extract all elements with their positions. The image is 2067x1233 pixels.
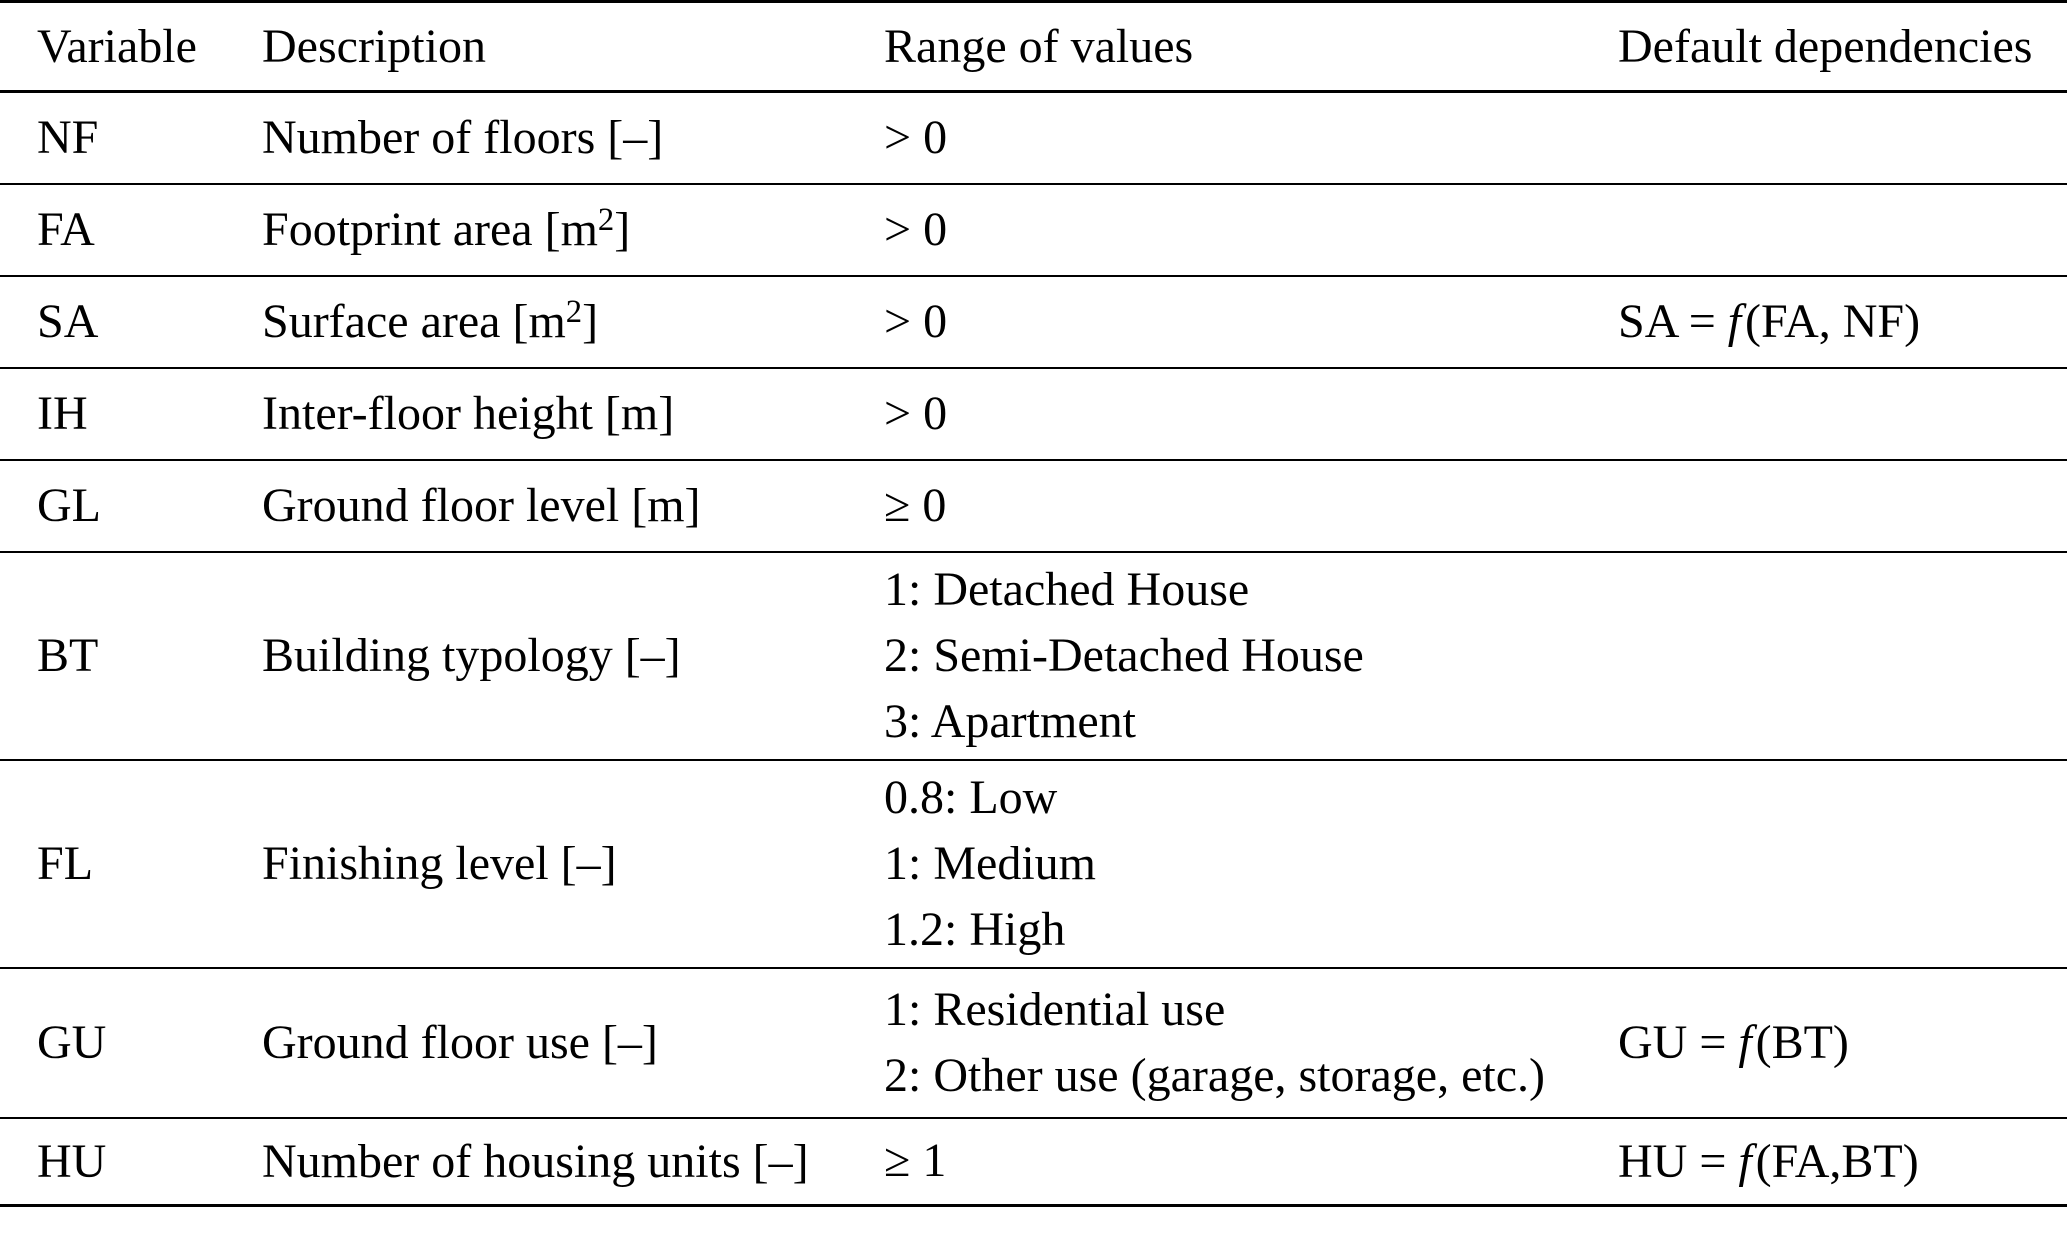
table-row: GU Ground floor use [–] 1: Residential use… — [0, 968, 2067, 1118]
dependency-cell — [1618, 552, 2067, 760]
range-cell: > 0 — [884, 368, 1618, 460]
description-cell: Finishing level [–] — [262, 837, 617, 890]
variable-cell: FL — [37, 837, 94, 890]
table-row: IH Inter-floor height [m] > 0 — [0, 368, 2067, 460]
range-cell: ≥ 1 — [884, 1118, 1618, 1206]
range-cell: > 0 — [884, 276, 1618, 368]
range-cell: > 0 — [884, 92, 1618, 184]
table-row: SA Surface area [m2] > 0 SA = f(FA, NF) — [0, 276, 2067, 368]
range-value-line: 0.8: Low — [884, 770, 1058, 824]
description-cell: Number of housing units [–] — [262, 1134, 809, 1188]
range-value-line: 1: Detached House — [884, 562, 1250, 616]
range-value-line: > 0 — [884, 294, 948, 348]
table-row: NF Number of floors [–] > 0 — [0, 92, 2067, 184]
dependency-cell — [1618, 760, 2067, 968]
range-value-line: > 0 — [884, 110, 948, 164]
dependency-cell: HU = f(FA,BT) — [1618, 1134, 1919, 1188]
range-value-line: 3: Apartment — [884, 694, 1136, 748]
range-cell: ≥ 0 — [884, 460, 1618, 552]
table-row: HU Number of housing units [–] ≥ 1 HU = f(F… — [0, 1118, 2067, 1206]
range-value-line: > 0 — [884, 202, 948, 256]
range-value-line: ≥ 1 — [884, 1134, 947, 1188]
range-value-line: ≥ 0 — [884, 478, 947, 532]
variable-cell: HU — [37, 1134, 107, 1188]
variable-cell: GL — [37, 479, 101, 532]
table-row: GL Ground floor level [m] ≥ 0 — [0, 460, 2067, 552]
table-row: FL Finishing level [–] 0.8: Low 1: Medium 1.… — [0, 760, 2067, 968]
dependency-cell: SA = f(FA, NF) — [1618, 295, 1921, 348]
description-cell: Surface area [m2] — [262, 294, 599, 348]
variable-cell: BT — [37, 629, 99, 682]
variable-cell: FA — [37, 203, 95, 256]
description-cell: Footprint area [m2] — [262, 202, 631, 256]
column-header-variable: Variable — [37, 20, 197, 73]
variable-cell: SA — [37, 295, 99, 348]
range-value-line: 2: Other use (garage, storage, etc.) — [884, 1048, 1546, 1102]
variable-cell: NF — [37, 111, 99, 165]
column-header-range: Range of values — [884, 20, 1194, 73]
table-row: FA Footprint area [m2] > 0 — [0, 184, 2067, 276]
table-body: NF Number of floors [–] > 0 FA Footprint are… — [0, 92, 2067, 1206]
range-value-line: 2: Semi-Detached House — [884, 628, 1364, 682]
column-header-description: Description — [262, 20, 486, 73]
range-cell: > 0 — [884, 184, 1618, 276]
column-header-dependency: Default dependencies — [1618, 20, 2033, 73]
range-cell: 0.8: Low 1: Medium 1.2: High — [884, 760, 1618, 968]
table-header: Variable Description Range of values Def… — [0, 2, 2067, 92]
dependency-cell — [1618, 92, 2067, 184]
range-cell: 1: Detached House 2: Semi-Detached House 3… — [884, 552, 1618, 760]
range-cell: 1: Residential use 2: Other use (garage, … — [884, 968, 1618, 1118]
dependency-cell: GU = f(BT) — [1618, 1016, 1849, 1069]
dependency-cell — [1618, 184, 2067, 276]
variable-cell: GU — [37, 1016, 107, 1069]
description-cell: Inter-floor height [m] — [262, 387, 675, 440]
dependency-cell — [1618, 460, 2067, 552]
dependency-cell — [1618, 368, 2067, 460]
range-value-line: 1.2: High — [884, 902, 1066, 956]
range-value-line: 1: Medium — [884, 836, 1096, 890]
variable-cell: IH — [37, 387, 88, 440]
description-cell: Ground floor level [m] — [262, 479, 701, 532]
range-value-line: > 0 — [884, 386, 948, 440]
range-value-line: 1: Residential use — [884, 982, 1226, 1036]
building-variables-table: Variable Description Range of values Def… — [0, 0, 2067, 1207]
header-row: Variable Description Range of values Def… — [0, 2, 2067, 92]
description-cell: Ground floor use [–] — [262, 1016, 658, 1069]
table-row: BT Building typology [–] 1: Detached House… — [0, 552, 2067, 760]
description-cell: Building typology [–] — [262, 629, 681, 682]
description-cell: Number of floors [–] — [262, 111, 664, 165]
